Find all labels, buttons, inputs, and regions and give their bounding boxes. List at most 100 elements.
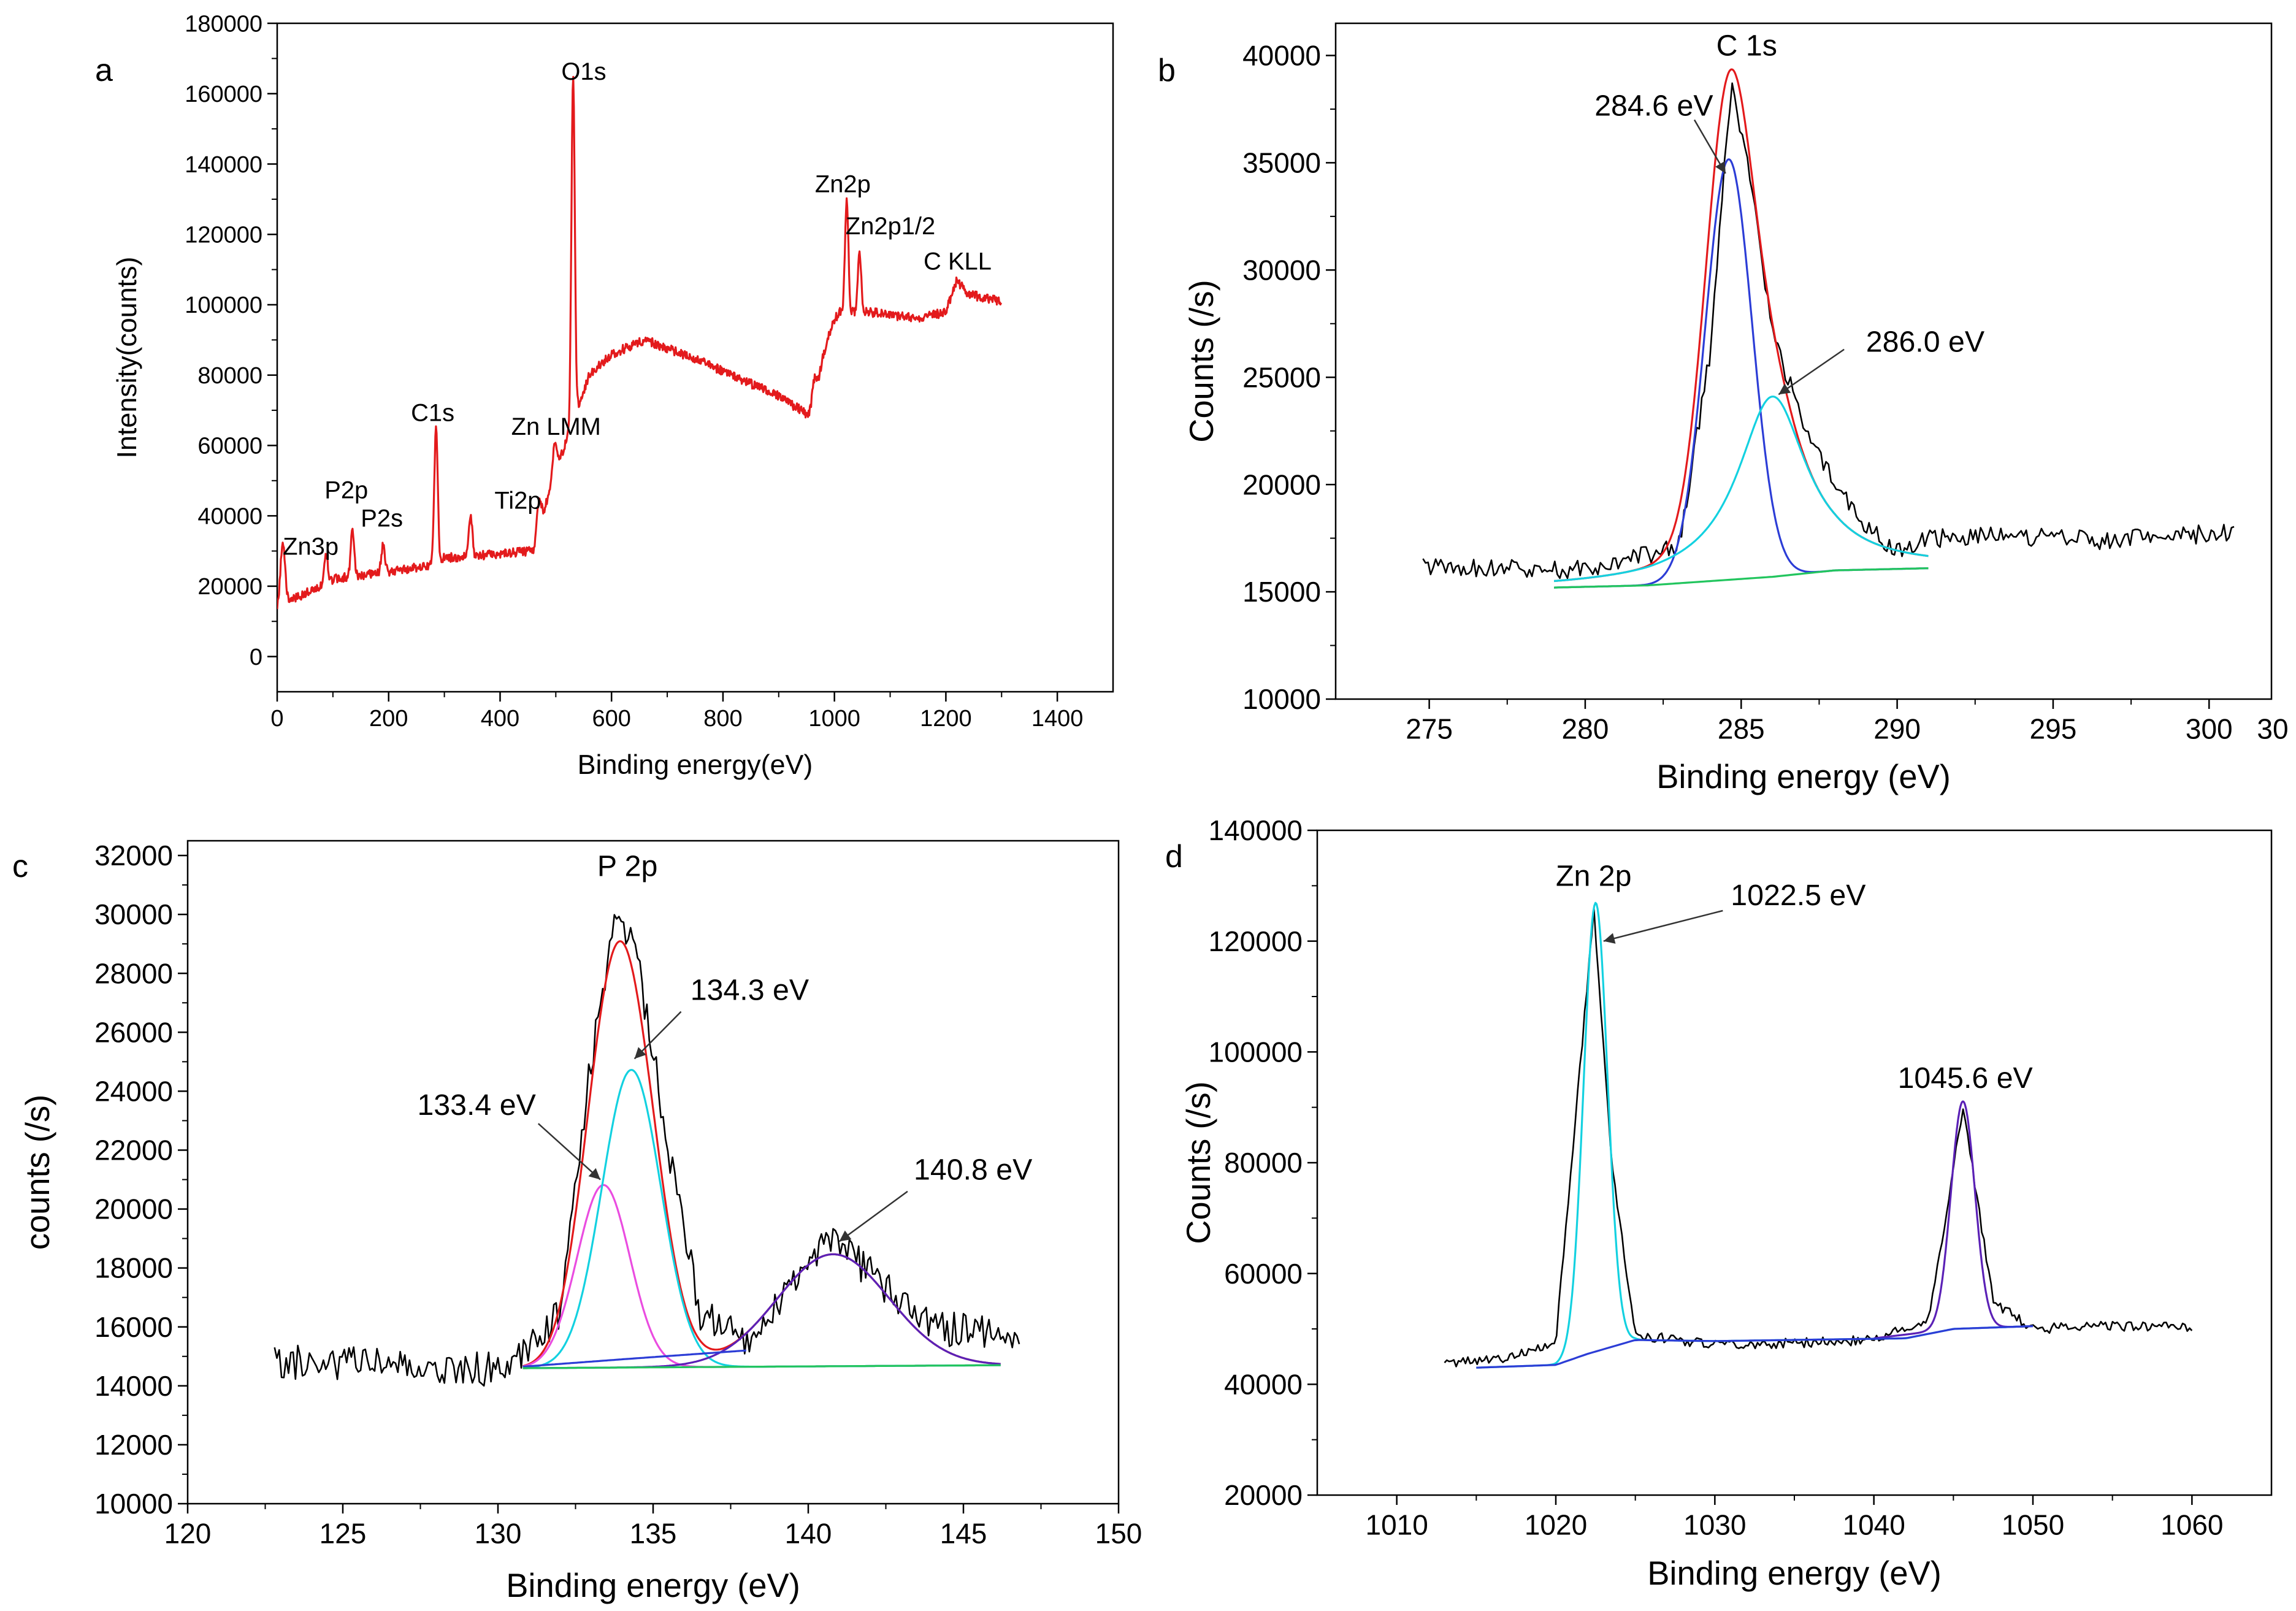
panel-letter: a <box>95 53 113 88</box>
arrow-head <box>1778 383 1791 395</box>
x-axis-title: Binding energy (eV) <box>1656 758 1951 795</box>
y-axis-title: Counts (/s) <box>1183 280 1220 442</box>
y-tick-label: 22000 <box>94 1135 173 1166</box>
arrow-head <box>634 1047 646 1059</box>
y-tick-label: 24000 <box>94 1075 173 1107</box>
x-tick-label: 135 <box>630 1517 677 1549</box>
y-tick-label: 140000 <box>1209 814 1303 846</box>
series-line-140-8-ev <box>522 1253 1001 1369</box>
peak-label: Zn2p <box>815 170 871 197</box>
y-axis-title: counts (/s) <box>19 1095 56 1250</box>
series-line-1045-6-ev <box>1873 1100 2034 1339</box>
peak-label: 286.0 eV <box>1866 325 1984 358</box>
y-tick-label: 35000 <box>1242 147 1321 178</box>
y-tick-label: 12000 <box>94 1429 173 1461</box>
arrow-head <box>588 1168 600 1180</box>
plot-frame <box>1316 829 2273 1496</box>
peak-label: Zn2p1/2 <box>846 213 935 240</box>
y-tick-label: 100000 <box>185 293 262 318</box>
series-line-286-0-ev <box>1553 396 1929 583</box>
y-tick-label: 10000 <box>1242 683 1321 715</box>
plot-frame <box>1334 22 2273 700</box>
y-tick-label: 120000 <box>185 223 262 248</box>
x-tick-label: 140 <box>785 1517 832 1549</box>
panel-a: 0 200 400 600 800 1000 1200 1400 0 20000 40000 6000… <box>95 11 1114 780</box>
x-tick-label: 145 <box>940 1517 987 1549</box>
x-tick-label: 280 <box>1562 713 1609 744</box>
series-line-raw <box>274 914 1020 1387</box>
x-axis-title: Binding energy (eV) <box>506 1567 800 1604</box>
y-tick-label: 60000 <box>1224 1258 1303 1290</box>
y-tick-label: 40000 <box>1242 40 1321 72</box>
x-tick-label: 600 <box>592 706 630 732</box>
y-tick-label: 30000 <box>1242 254 1321 286</box>
peak-label: Ti2p <box>494 488 541 515</box>
y-tick-label: 16000 <box>94 1311 173 1343</box>
y-tick-label: 32000 <box>94 840 173 871</box>
y-tick-label: 30000 <box>94 898 173 930</box>
peak-label: 284.6 eV <box>1594 89 1713 122</box>
peak-label: C KLL <box>924 248 992 275</box>
series-line-raw <box>1444 907 2193 1368</box>
y-tick-label: 40000 <box>197 503 262 529</box>
peak-label: 1022.5 eV <box>1731 879 1866 912</box>
peak-label: 134.3 eV <box>691 973 809 1006</box>
y-tick-label: 20000 <box>94 1193 173 1225</box>
y-tick-label: 160000 <box>185 82 262 107</box>
x-tick-label: 1400 <box>1031 706 1084 732</box>
panel-letter: c <box>12 849 28 884</box>
peak-label: P 2p <box>597 850 657 883</box>
series-group <box>277 75 1002 610</box>
x-tick-label: 1050 <box>2002 1509 2064 1540</box>
series-line-background <box>1554 567 1929 589</box>
arrow-head <box>1715 161 1726 174</box>
x-tick-label: 295 <box>2030 713 2077 744</box>
y-tick-label: 120000 <box>1209 925 1303 957</box>
y-tick-label: 10000 <box>94 1488 173 1520</box>
panel-d: 1010 1020 1030 1040 1050 1060 20000 40000 60000 8… <box>1165 814 2273 1592</box>
x-tick-label: 125 <box>320 1517 367 1549</box>
series-line-raw <box>1422 82 2235 580</box>
panel-c: 120 125 130 135 140 145 150 10000 12000 14000 1600… <box>12 840 1142 1604</box>
peak-label: 140.8 eV <box>914 1154 1032 1187</box>
x-axis-title: Binding energy(eV) <box>578 749 813 780</box>
y-axis-title: Counts (/s) <box>1180 1081 1217 1244</box>
arrow-head <box>839 1230 852 1242</box>
y-tick-label: 20000 <box>1224 1479 1303 1511</box>
y-tick-label: 26000 <box>94 1016 173 1048</box>
y-tick-label: 40000 <box>1224 1368 1303 1400</box>
series-line-284-6-ev <box>1553 158 1929 589</box>
peak-label: Zn LMM <box>511 413 601 440</box>
y-tick-label: 0 <box>250 645 262 670</box>
series-line-134-3-bg <box>522 1349 746 1368</box>
y-tick-label: 140000 <box>185 152 262 178</box>
x-tick-label: 1060 <box>2160 1509 2223 1540</box>
y-tick-label: 180000 <box>185 11 262 37</box>
x-tick-label: 285 <box>1718 713 1765 744</box>
annotation-arrow <box>1778 348 1845 396</box>
x-tick-label: 400 <box>481 706 519 732</box>
x-tick-label: 30 <box>2257 713 2288 744</box>
y-tick-label: 20000 <box>197 574 262 600</box>
peak-label: O1s <box>561 58 606 85</box>
x-tick-label: 130 <box>475 1517 522 1549</box>
annotation-arrow <box>537 1123 601 1181</box>
y-axis-title: Intensity(counts) <box>111 257 142 459</box>
y-tick-label: 20000 <box>1242 469 1321 500</box>
y-tick-label: 80000 <box>197 363 262 389</box>
y-tick-label: 18000 <box>94 1252 173 1284</box>
x-tick-label: 1040 <box>1842 1509 1905 1540</box>
x-tick-label: 200 <box>369 706 408 732</box>
x-tick-label: 1020 <box>1525 1509 1587 1540</box>
x-tick-label: 150 <box>1095 1517 1142 1549</box>
x-tick-label: 800 <box>703 706 742 732</box>
panel-b: 275 280 285 290 295 300 30 10000 15000 20000 25000… <box>1158 22 2289 795</box>
peak-label: Zn 2p <box>1556 859 1632 892</box>
x-tick-label: 1030 <box>1683 1509 1746 1540</box>
annotation-arrow <box>838 1190 908 1242</box>
panel-letter: b <box>1158 53 1176 88</box>
annotation-arrow <box>633 1011 682 1060</box>
series-line-background <box>522 1364 1001 1369</box>
y-tick-label: 80000 <box>1224 1147 1303 1179</box>
